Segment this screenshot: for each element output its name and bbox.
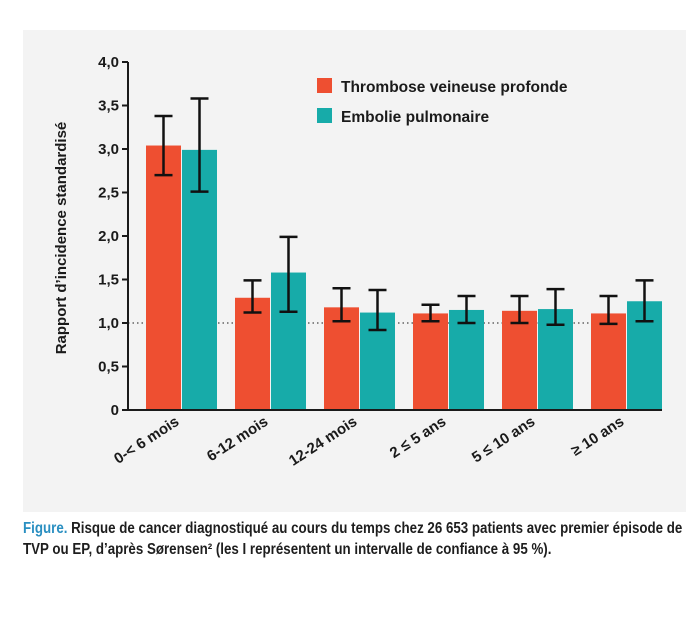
- bar-ep: [182, 149, 217, 410]
- x-tick-label: 12-24 mois: [286, 413, 360, 469]
- y-tick-label: 2,0: [98, 228, 119, 245]
- bar-tvp: [591, 313, 626, 410]
- y-tick-label: 3,0: [98, 141, 119, 158]
- bar-ep: [449, 309, 484, 410]
- x-tick-label: 0-< 6 mois: [111, 413, 182, 467]
- legend-swatch-tvp: [317, 78, 332, 93]
- y-tick-label: 2,5: [98, 185, 119, 202]
- y-tick-label: 4,0: [98, 54, 119, 71]
- figure-caption-label: Figure.: [23, 520, 68, 537]
- x-tick-label: 2 ≤ 5 ans: [387, 413, 449, 462]
- figure-caption-text: Risque de cancer diagnostiqué au cours d…: [23, 520, 683, 558]
- bar-tvp: [146, 145, 181, 410]
- bar-tvp: [502, 310, 537, 410]
- y-tick-label: 1,5: [98, 272, 119, 289]
- y-tick-label: 1,0: [98, 315, 119, 332]
- legend-label-ep: Embolie pulmonaire: [341, 109, 490, 126]
- x-tick-label: ≥ 10 ans: [568, 413, 627, 459]
- y-tick-label: 0,5: [98, 359, 119, 376]
- chart-panel: [23, 30, 686, 512]
- x-tick-label: 6-12 mois: [204, 413, 271, 465]
- bar-tvp: [413, 313, 448, 410]
- bar-tvp: [235, 297, 270, 410]
- figure-caption: Figure. Risque de cancer diagnostiqué au…: [23, 518, 683, 560]
- y-tick-label: 0: [111, 402, 119, 419]
- legend-label-tvp: Thrombose veineuse profonde: [341, 79, 568, 96]
- y-tick-label: 3,5: [98, 98, 119, 115]
- legend-swatch-ep: [317, 108, 332, 123]
- y-axis-label: Rapport d’incidence standardisé: [53, 122, 70, 355]
- bar-tvp: [324, 307, 359, 410]
- x-tick-label: 5 ≤ 10 ans: [469, 413, 538, 466]
